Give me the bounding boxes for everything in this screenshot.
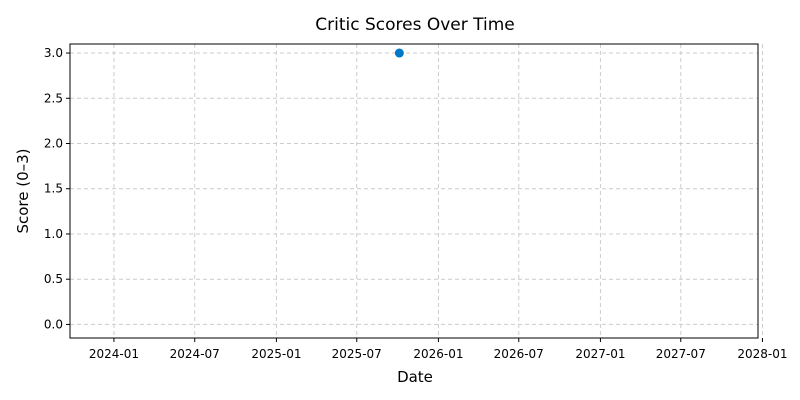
- x-tick-label: 2025-07: [332, 347, 382, 361]
- y-tick-label: 1.0: [44, 227, 63, 241]
- data-point: [394, 48, 404, 58]
- chart-title: Critic Scores Over Time: [315, 15, 515, 35]
- y-tick-label: 2.5: [44, 91, 63, 105]
- plot-area-frame: [69, 43, 759, 339]
- x-tick-label: 2027-01: [575, 347, 625, 361]
- data-points: [394, 48, 404, 58]
- y-tick-label: 0.5: [44, 272, 63, 286]
- y-tick-label: 2.0: [44, 137, 63, 151]
- x-tick-label: 2026-07: [494, 347, 544, 361]
- y-axis-ticks: 0.0 0.5 1.0 1.5 2.0 2.5 3.0: [44, 46, 70, 331]
- y-tick-label: 1.5: [44, 182, 63, 196]
- y-tick-label: 0.0: [44, 317, 63, 331]
- x-tick-label: 2024-01: [89, 347, 139, 361]
- grid-lines: [70, 44, 763, 338]
- x-tick-label: 2026-01: [413, 347, 463, 361]
- x-axis-ticks: 2024-01 2024-07 2025-01 2025-07 2026-01 2026-…: [89, 338, 788, 361]
- x-tick-label: 2027-07: [656, 347, 706, 361]
- x-tick-label: 2028-01: [737, 347, 787, 361]
- x-tick-label: 2024-07: [170, 347, 220, 361]
- x-axis-label: Date: [397, 368, 433, 386]
- x-tick-label: 2025-01: [251, 347, 301, 361]
- y-tick-label: 3.0: [44, 46, 63, 60]
- y-axis-label: Score (0–3): [14, 148, 32, 233]
